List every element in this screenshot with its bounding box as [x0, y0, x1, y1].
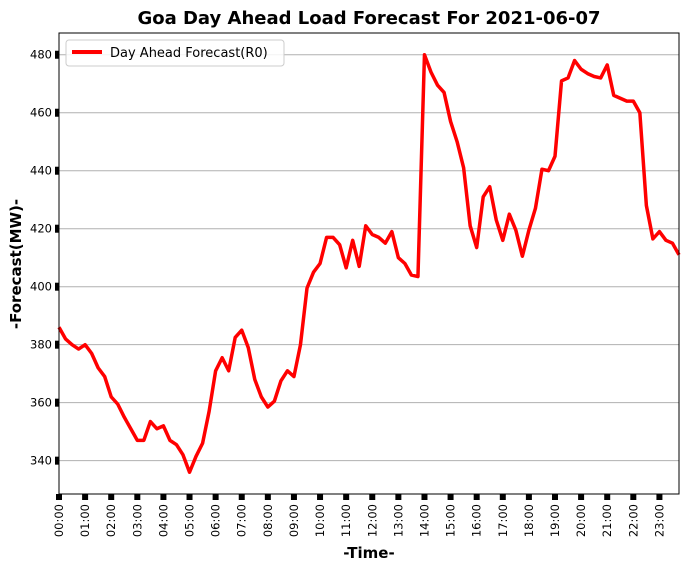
x-tick-label: 10:00 [313, 504, 327, 537]
chart-title: Goa Day Ahead Load Forecast For 2021-06-… [137, 8, 600, 29]
x-tick-label: 21:00 [600, 504, 614, 537]
x-tick-mark [264, 494, 271, 500]
y-tick-mark [55, 398, 59, 407]
x-tick-mark [395, 494, 402, 500]
y-tick-label: 480 [30, 48, 52, 62]
x-tick-label: 18:00 [522, 504, 536, 537]
x-tick-label: 07:00 [235, 504, 249, 537]
y-tick-label: 340 [30, 454, 52, 468]
y-tick-mark [55, 166, 59, 175]
x-tick-mark [212, 494, 219, 500]
y-tick-mark [55, 108, 59, 117]
x-tick-label: 15:00 [444, 504, 458, 537]
x-tick-mark [108, 494, 115, 500]
x-tick-mark [317, 494, 324, 500]
y-tick-label: 380 [30, 338, 52, 352]
y-axis-label: -Forecast(MW)- [7, 199, 25, 329]
x-tick-mark [186, 494, 193, 500]
x-tick-mark [369, 494, 376, 500]
x-tick-label: 22:00 [626, 504, 640, 537]
x-tick-mark [160, 494, 167, 500]
y-tick-mark [55, 224, 59, 233]
x-tick-mark [552, 494, 558, 500]
y-tick-label: 460 [30, 106, 52, 120]
x-tick-label: 13:00 [391, 504, 405, 537]
x-tick-mark [56, 494, 62, 500]
x-tick-label: 03:00 [130, 504, 144, 537]
legend: Day Ahead Forecast(R0) [65, 39, 285, 67]
x-tick-mark [290, 494, 297, 500]
y-tick-mark [55, 282, 59, 291]
x-tick-label: 14:00 [417, 504, 431, 537]
x-tick-label: 23:00 [652, 504, 666, 537]
x-tick-label: 04:00 [156, 504, 170, 537]
legend-box [65, 39, 285, 67]
x-tick-mark [238, 494, 245, 500]
y-tick-mark [55, 456, 59, 465]
x-tick-label: 17:00 [496, 504, 510, 537]
x-tick-label: 02:00 [104, 504, 118, 537]
x-tick-label: 05:00 [183, 504, 197, 537]
x-tick-mark [499, 494, 506, 500]
x-axis-label: -Time- [343, 544, 394, 562]
y-axis-ticks: 340 360 380 400 420 440 460 480 [30, 48, 59, 468]
x-tick-mark [630, 494, 637, 500]
series-line [57, 53, 681, 474]
y-tick-label: 400 [30, 280, 52, 294]
x-axis-ticks: 00:00 01:00 02:00 03:00 04:00 05:00 06:00 07:00… [52, 494, 666, 537]
x-tick-label: 06:00 [209, 504, 223, 537]
x-tick-mark [578, 494, 585, 500]
x-tick-label: 01:00 [78, 504, 92, 537]
y-tick-label: 360 [30, 396, 52, 410]
plot-frame [58, 32, 680, 495]
x-tick-mark [82, 494, 89, 500]
x-tick-mark [604, 494, 611, 500]
series-layer [57, 53, 681, 474]
x-tick-mark [473, 494, 480, 500]
x-tick-label: 09:00 [287, 504, 301, 537]
x-tick-mark [525, 494, 532, 500]
x-tick-label: 08:00 [261, 504, 275, 537]
x-tick-mark [134, 494, 141, 500]
x-tick-label: 20:00 [574, 504, 588, 537]
legend-label: Day Ahead Forecast(R0) [110, 46, 268, 61]
x-tick-label: 11:00 [339, 504, 353, 537]
x-tick-label: 16:00 [470, 504, 484, 537]
y-tick-mark [55, 340, 59, 349]
x-tick-label: 00:00 [52, 504, 66, 537]
x-tick-mark [343, 494, 350, 500]
y-tick-label: 420 [30, 222, 52, 236]
x-tick-mark [421, 494, 428, 500]
x-tick-mark [447, 494, 454, 500]
y-tick-mark [55, 50, 59, 59]
x-tick-label: 19:00 [548, 504, 562, 537]
x-tick-label: 12:00 [365, 504, 379, 537]
y-tick-label: 440 [30, 164, 52, 178]
x-tick-mark [656, 494, 663, 500]
